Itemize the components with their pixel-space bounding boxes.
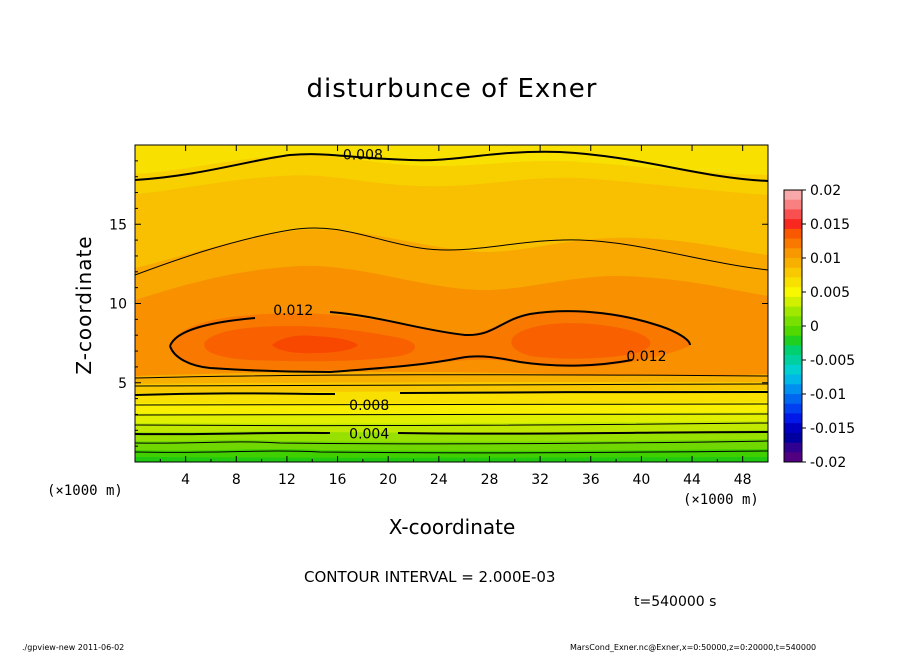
colorbar-swatch <box>784 413 802 424</box>
colorbar-swatch <box>784 335 802 346</box>
x-tick-label: 24 <box>430 472 448 488</box>
footer-program-date: ./gpview-new 2011-06-02 <box>22 643 125 652</box>
contour-label: 0.012 <box>626 349 666 365</box>
chart-title: disturbunce of Exner <box>306 74 598 104</box>
y-tick-label: 5 <box>118 376 127 392</box>
x-tick-label: 40 <box>632 472 650 488</box>
colorbar-swatch <box>784 384 802 395</box>
x-tick-label: 12 <box>278 472 296 488</box>
colorbar-swatch <box>784 228 802 240</box>
colorbar-swatch <box>784 199 802 210</box>
colorbar-swatch <box>784 219 802 230</box>
x-axis-ticks: 4 8 12 16 20 24 28 32 36 40 44 48 <box>159 145 752 488</box>
contour-label: 0.004 <box>349 426 389 442</box>
colorbar: 0.02 0.015 0.01 0.005 0 -0.005 -0.01 -0.015 -0.0… <box>783 183 855 471</box>
colorbar-swatch <box>784 374 802 385</box>
x-axis-label: X-coordinate <box>388 515 516 539</box>
colorbar-label: 0.015 <box>810 217 850 233</box>
colorbar-swatch <box>784 452 802 463</box>
colorbar-label: 0.01 <box>810 251 841 267</box>
colorbar-swatch <box>784 209 802 220</box>
colorbar-label: -0.01 <box>810 387 846 403</box>
footer-source: MarsCond_Exner.nc@Exner,x=0:50000,z=0:20… <box>570 643 817 652</box>
contour-line-0.002-lower <box>135 450 768 454</box>
colorbar-swatch <box>784 277 802 288</box>
contour-labels: 0.008 0.012 0.012 0.008 0.004 <box>273 148 666 443</box>
y-axis-ticks: 5 10 15 <box>109 160 768 447</box>
time-stamp: t=540000 s <box>634 594 717 610</box>
contour-interval-note: CONTOUR INTERVAL = 2.000E-03 <box>304 568 556 586</box>
colorbar-swatch <box>784 267 802 278</box>
contour-label: 0.012 <box>273 303 313 319</box>
x-tick-label: 20 <box>379 472 397 488</box>
colorbar-label: 0 <box>810 319 819 335</box>
colorbar-swatch <box>784 258 802 269</box>
colorbar-swatch <box>784 423 802 434</box>
contour-line-0.010-upper <box>135 227 768 276</box>
colorbar-swatch <box>784 432 802 444</box>
contour-line-0.008-upper <box>135 150 768 182</box>
colorbar-swatch <box>784 316 802 327</box>
colorbar-swatch <box>784 287 802 298</box>
colorbar-swatch <box>784 248 802 259</box>
colorbar-label: -0.015 <box>810 421 855 437</box>
y-tick-label: 15 <box>109 217 127 233</box>
x-axis-unit-left: (×1000 m) <box>47 483 123 499</box>
band-top-0.006 <box>135 145 768 175</box>
colorbar-swatch <box>784 345 802 356</box>
contour-label: 0.008 <box>343 148 383 164</box>
colorbar-label: 0.005 <box>810 285 850 301</box>
y-tick-label: 10 <box>109 297 127 313</box>
colorbar-swatch <box>784 190 802 201</box>
plot-area <box>135 145 768 462</box>
band-lower-0.001 <box>135 457 768 462</box>
x-tick-label: 44 <box>683 472 701 488</box>
x-tick-label: 36 <box>582 472 600 488</box>
x-tick-label: 16 <box>329 472 347 488</box>
contour-line-0.005-lower <box>135 422 768 427</box>
x-tick-label: 4 <box>181 472 190 488</box>
x-tick-label: 32 <box>531 472 549 488</box>
x-tick-label: 48 <box>734 472 752 488</box>
colorbar-swatch <box>784 442 802 453</box>
contour-line-0.004-lower <box>135 431 768 436</box>
colorbar-swatch <box>784 355 802 366</box>
colorbar-label: -0.02 <box>810 455 846 471</box>
x-axis-unit-right: (×1000 m) <box>683 492 759 508</box>
contour-line-0.003-lower <box>135 440 768 445</box>
colorbar-swatch <box>784 326 802 337</box>
colorbar-swatch <box>784 394 802 405</box>
band-top-0.007 <box>135 155 768 195</box>
contour-line-0.010-lower <box>135 374 768 379</box>
contour-line-0.012 <box>169 310 691 374</box>
contour-line-0.008-lower <box>135 391 768 396</box>
colorbar-swatch <box>784 364 802 376</box>
colorbar-label: 0.02 <box>810 183 841 199</box>
colorbar-swatch <box>784 238 802 249</box>
colorbar-swatch <box>784 403 802 414</box>
colorbar-swatch <box>784 296 802 308</box>
band-0.014-core <box>272 335 358 354</box>
contour-label: 0.008 <box>349 398 389 414</box>
colorbar-label: -0.005 <box>810 353 855 369</box>
colorbar-swatch <box>784 306 802 317</box>
x-tick-label: 8 <box>232 472 241 488</box>
x-tick-label: 28 <box>481 472 499 488</box>
